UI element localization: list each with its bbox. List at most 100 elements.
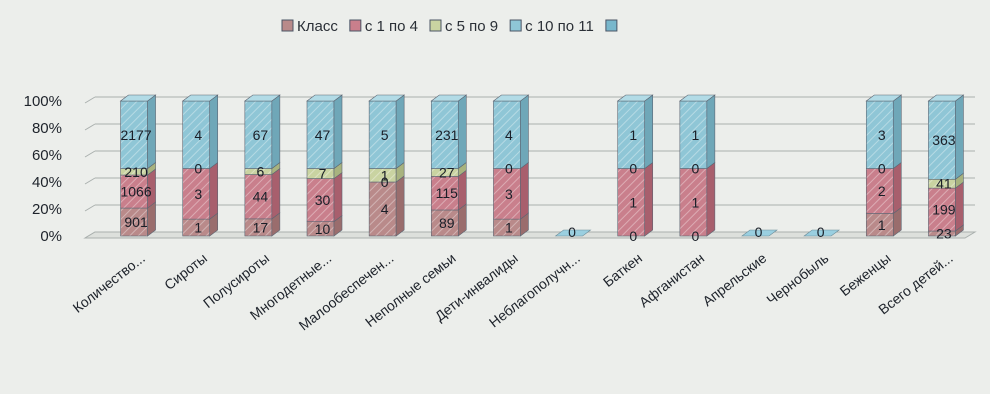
legend: Класс с 1 по 4 с 5 по 9 с 10 по 11 — [281, 18, 618, 35]
x-tick-label: Афганистан — [636, 250, 707, 311]
legend-entry: с 5 по 9 — [445, 18, 498, 35]
bar-segment — [617, 100, 646, 169]
data-label: 3 — [878, 127, 886, 143]
data-label: 10 — [315, 221, 331, 237]
bar-segment — [306, 100, 335, 169]
bar-top — [243, 94, 281, 102]
bars — [119, 94, 965, 237]
data-label: 30 — [315, 192, 331, 208]
data-label: 901 — [124, 214, 148, 230]
legend-swatch — [349, 19, 362, 32]
bar-zero — [803, 229, 841, 237]
data-label: 0 — [817, 224, 825, 240]
bar-segment — [865, 100, 894, 169]
data-label: 1066 — [120, 184, 151, 200]
data-label: 5 — [381, 127, 389, 143]
bar-side — [209, 94, 219, 170]
data-label: 0 — [194, 161, 202, 177]
data-label: 2177 — [120, 127, 151, 143]
bar-segment — [430, 176, 459, 211]
bar-segment — [182, 100, 211, 169]
data-label: 1 — [878, 217, 886, 233]
x-tick-label: Чернобыль — [763, 250, 831, 308]
bar-side — [457, 94, 467, 170]
bar-segment — [430, 100, 459, 169]
bar-side — [955, 94, 964, 180]
bar-side — [520, 161, 529, 220]
bar-top — [927, 94, 965, 102]
data-label: 0 — [381, 174, 389, 190]
data-label: 0 — [691, 228, 699, 244]
data-label: 115 — [436, 185, 459, 201]
bar-side — [395, 175, 405, 237]
data-label: 4 — [194, 127, 202, 143]
y-tick-label: 60% — [32, 147, 62, 164]
bar-side — [955, 181, 964, 232]
bar-segment — [617, 168, 646, 237]
bar-segment — [493, 100, 521, 169]
grid-line — [84, 96, 96, 104]
data-label: 0 — [755, 224, 763, 240]
bar-segment — [368, 181, 397, 237]
bar-segment — [306, 178, 335, 222]
bar-side — [333, 171, 343, 223]
data-label: 0 — [629, 228, 637, 244]
data-label: 67 — [253, 127, 269, 143]
legend-entry: с 10 по 11 — [525, 18, 594, 35]
bar-side — [333, 94, 343, 170]
bar-side — [520, 94, 529, 170]
data-label: 199 — [932, 202, 956, 218]
bar-segment — [244, 174, 273, 220]
bar-top — [181, 94, 219, 102]
y-axis: 0% 20% 40% 60% 80% 100% — [24, 93, 62, 245]
data-label: 1 — [194, 220, 202, 236]
data-label: 1 — [629, 194, 637, 210]
grid-line — [84, 204, 96, 212]
y-tick-label: 80% — [32, 120, 62, 137]
data-label: 4 — [505, 127, 513, 143]
data-label: 2 — [878, 183, 886, 199]
data-label: 3 — [194, 186, 202, 202]
grid-line — [84, 177, 96, 185]
x-tick-label: Количество... — [70, 250, 148, 316]
bar-side — [209, 161, 219, 220]
bar-side — [644, 161, 654, 237]
bar-top — [865, 94, 903, 102]
bar-segment — [679, 168, 708, 237]
bar-segment — [120, 207, 148, 237]
bar-top — [368, 94, 406, 102]
data-label: 210 — [124, 164, 148, 180]
data-label: 44 — [253, 189, 269, 205]
bar-segment — [182, 168, 211, 220]
data-label: 0 — [505, 161, 513, 177]
data-label: 1 — [691, 127, 699, 143]
data-label: 0 — [878, 161, 886, 177]
legend-entry: Класс — [297, 18, 338, 35]
bar-side — [706, 94, 716, 170]
data-label: 6 — [256, 164, 264, 180]
bar-side — [271, 94, 281, 170]
bar-side — [892, 161, 902, 215]
bar-zero — [554, 229, 592, 237]
data-label: 17 — [253, 219, 269, 235]
data-label: 0 — [568, 224, 576, 240]
bar-top — [492, 94, 530, 102]
x-tick-label: Сироты — [161, 250, 210, 293]
data-label: 27 — [439, 164, 455, 180]
bar-side — [644, 94, 654, 170]
legend-swatch — [281, 19, 294, 32]
data-label: 363 — [932, 132, 956, 148]
y-tick-label: 0% — [40, 228, 62, 245]
bar-zero — [741, 229, 778, 237]
data-label: 4 — [381, 201, 389, 217]
bar-top — [678, 94, 716, 102]
bar-segment — [865, 168, 894, 214]
x-tick-label: Баткен — [600, 250, 645, 290]
data-label: 0 — [629, 161, 637, 177]
bar-segment — [120, 100, 148, 169]
y-tick-label: 20% — [32, 201, 62, 218]
bar-segment — [928, 100, 956, 180]
bar-top — [616, 94, 654, 102]
legend-swatch — [429, 19, 442, 32]
